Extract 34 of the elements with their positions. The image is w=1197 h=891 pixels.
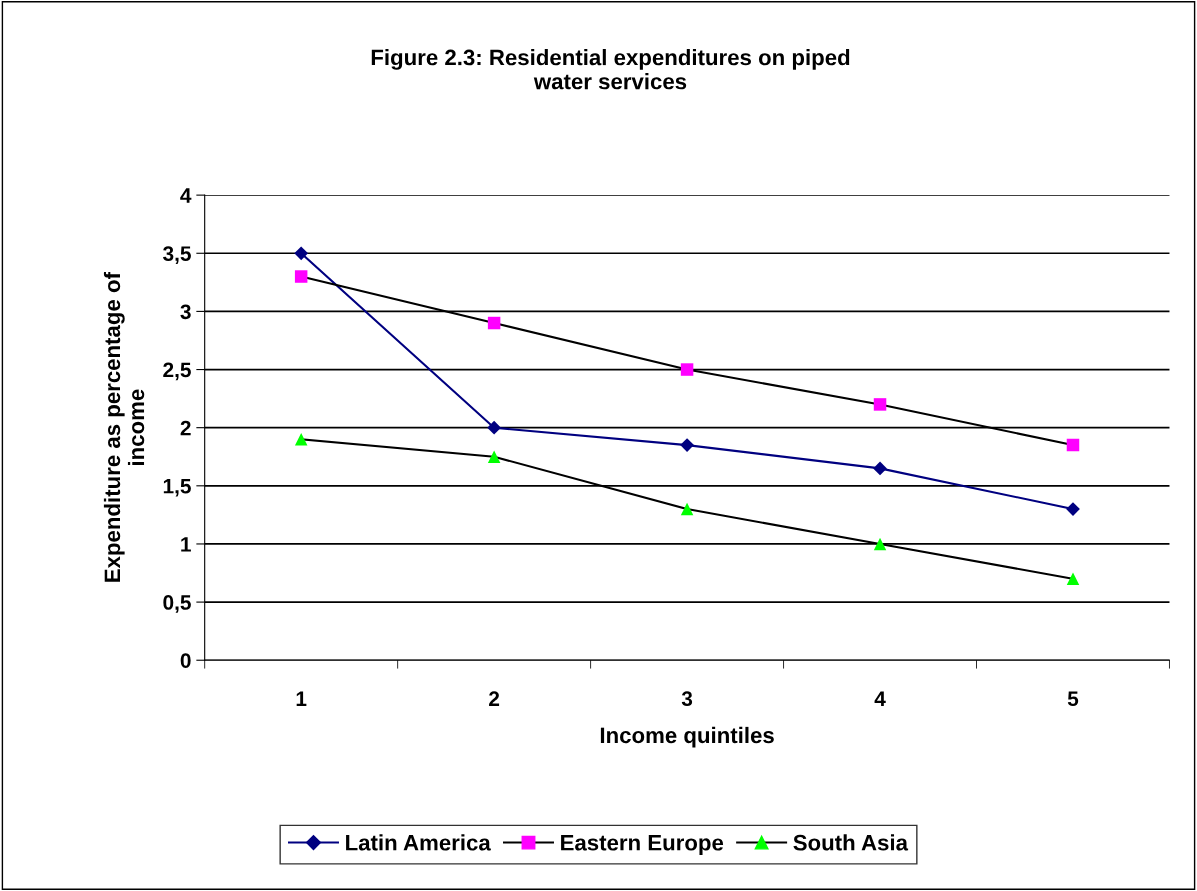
x-tick-label: 2 (489, 691, 500, 706)
y-tick-label: 1,5 (163, 479, 191, 497)
point (873, 537, 887, 551)
y-tick-label: 1 (181, 537, 191, 552)
x-tick-label: 5 (1067, 691, 1079, 707)
y-tick-label: 2 (180, 420, 191, 436)
point (680, 363, 694, 376)
y-tick-label: 4 (180, 188, 192, 203)
point (680, 438, 694, 452)
x-tick-label: 3 (681, 691, 693, 707)
point (680, 502, 694, 516)
y-tick-label: 0,5 (163, 595, 191, 613)
y-tick-label: 2,5 (163, 362, 191, 381)
x-tick-label: 1 (296, 691, 307, 706)
y-tick-label: 3 (180, 304, 191, 320)
point (294, 246, 309, 261)
chart-title: Figure 2.3: Residential expenditures on piped water services (371, 49, 850, 90)
point (294, 433, 308, 446)
point (487, 450, 501, 463)
point (1066, 572, 1080, 586)
x-tick-label: 4 (874, 691, 886, 706)
x-axis-title: Income quintiles (600, 726, 774, 748)
y-tick-label: 3,5 (163, 246, 191, 265)
point (873, 398, 887, 411)
y-axis-title: Expenditure as percentage of income (103, 272, 145, 582)
legend-label: Eastern Europe (561, 835, 724, 855)
point (487, 420, 501, 435)
point (873, 461, 887, 476)
y-tick-label: 0 (180, 653, 191, 668)
point (487, 316, 501, 330)
legend-label: South Asia (793, 834, 909, 851)
point (294, 270, 308, 283)
point (1066, 438, 1080, 452)
legend-label: Latin America (346, 834, 491, 851)
